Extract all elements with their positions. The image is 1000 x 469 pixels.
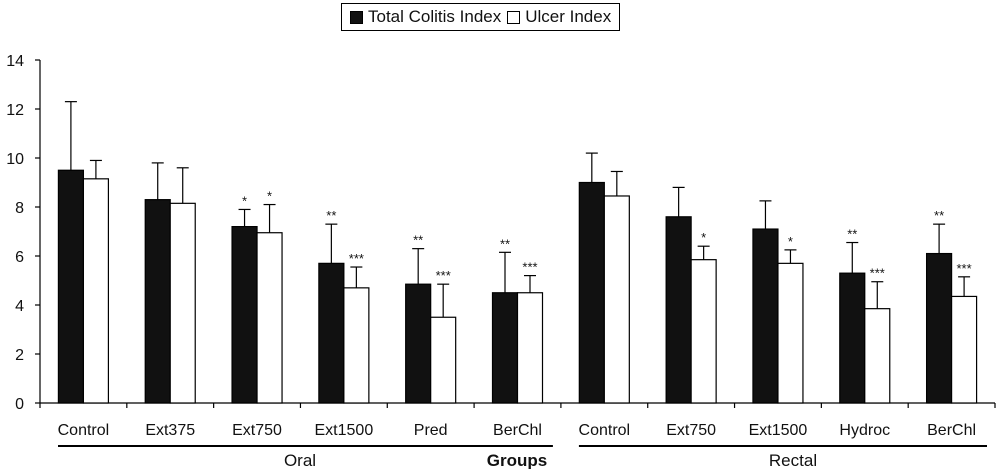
chart-axes: 0 2 4 6 8 10 12 14	[6, 53, 996, 447]
significance-label: **	[847, 227, 857, 242]
x-tick-label: BerChl	[927, 422, 976, 439]
bar	[82, 178, 110, 404]
bar	[839, 272, 866, 404]
legend-label-ulcer-index: Ulcer Index	[525, 7, 612, 26]
bar	[231, 226, 258, 404]
bar	[603, 195, 630, 404]
legend-label-total-colitis: Total Colitis Index	[368, 7, 502, 26]
x-tick-label: Pred	[414, 422, 448, 439]
y-tick-label: 10	[6, 151, 24, 168]
bar	[950, 295, 978, 404]
bar	[690, 259, 717, 404]
bar	[777, 262, 804, 404]
legend-swatch-ulcer-index	[507, 10, 521, 24]
bar	[405, 283, 432, 404]
chart-labels: ***** ***************** **** ***Control Ext3…	[58, 189, 976, 469]
y-tick-label: 6	[15, 249, 24, 266]
significance-label: *	[788, 234, 793, 249]
x-axis-title: Groups	[487, 451, 547, 469]
bar	[516, 292, 544, 404]
significance-label: **	[500, 236, 510, 251]
x-tick-label: Control	[58, 422, 110, 439]
legend-item-ulcer-index: Ulcer Index	[507, 7, 611, 27]
y-tick-label: 12	[6, 102, 24, 119]
bar	[864, 308, 891, 404]
x-tick-label: Ext375	[145, 422, 195, 439]
significance-label: **	[326, 208, 336, 223]
y-tick-label: 8	[15, 200, 24, 217]
significance-label: ***	[349, 251, 364, 266]
chart-legend: Total Colitis Index Ulcer Index	[341, 3, 621, 31]
bar	[430, 316, 457, 404]
x-tick-label: Ext1500	[749, 422, 808, 439]
significance-label: ***	[956, 261, 971, 276]
bar	[318, 262, 345, 404]
significance-label: **	[413, 233, 423, 248]
bar	[144, 199, 171, 404]
significance-label: ***	[522, 260, 537, 275]
y-tick-label: 14	[6, 53, 24, 70]
bar	[256, 232, 283, 404]
x-tick-label: BerChl	[493, 422, 542, 439]
group-label: Rectal	[769, 451, 817, 469]
group-label: Oral	[284, 451, 316, 469]
x-tick-label: Ext750	[666, 422, 716, 439]
bar	[578, 181, 605, 404]
bar	[343, 287, 370, 404]
x-tick-label: Ext750	[232, 422, 282, 439]
bar	[925, 252, 953, 404]
legend-item-total-colitis: Total Colitis Index	[350, 7, 501, 27]
significance-label: ***	[870, 266, 885, 281]
bar	[752, 228, 779, 404]
chart-bars	[57, 101, 978, 404]
y-tick-label: 2	[15, 347, 24, 364]
significance-label: ***	[436, 268, 451, 283]
significance-label: **	[934, 208, 944, 223]
significance-label: *	[267, 189, 272, 204]
bar	[665, 216, 692, 404]
bar	[57, 169, 85, 404]
x-tick-label: Ext1500	[315, 422, 374, 439]
y-tick-label: 4	[15, 298, 24, 315]
bar	[169, 202, 196, 404]
significance-label: *	[242, 193, 247, 208]
bar	[491, 292, 519, 404]
x-tick-label: Hydroc	[839, 422, 890, 439]
legend-swatch-total-colitis	[350, 10, 363, 24]
y-tick-label: 0	[15, 396, 24, 413]
significance-label: *	[701, 230, 706, 245]
x-tick-label: Control	[579, 422, 631, 439]
